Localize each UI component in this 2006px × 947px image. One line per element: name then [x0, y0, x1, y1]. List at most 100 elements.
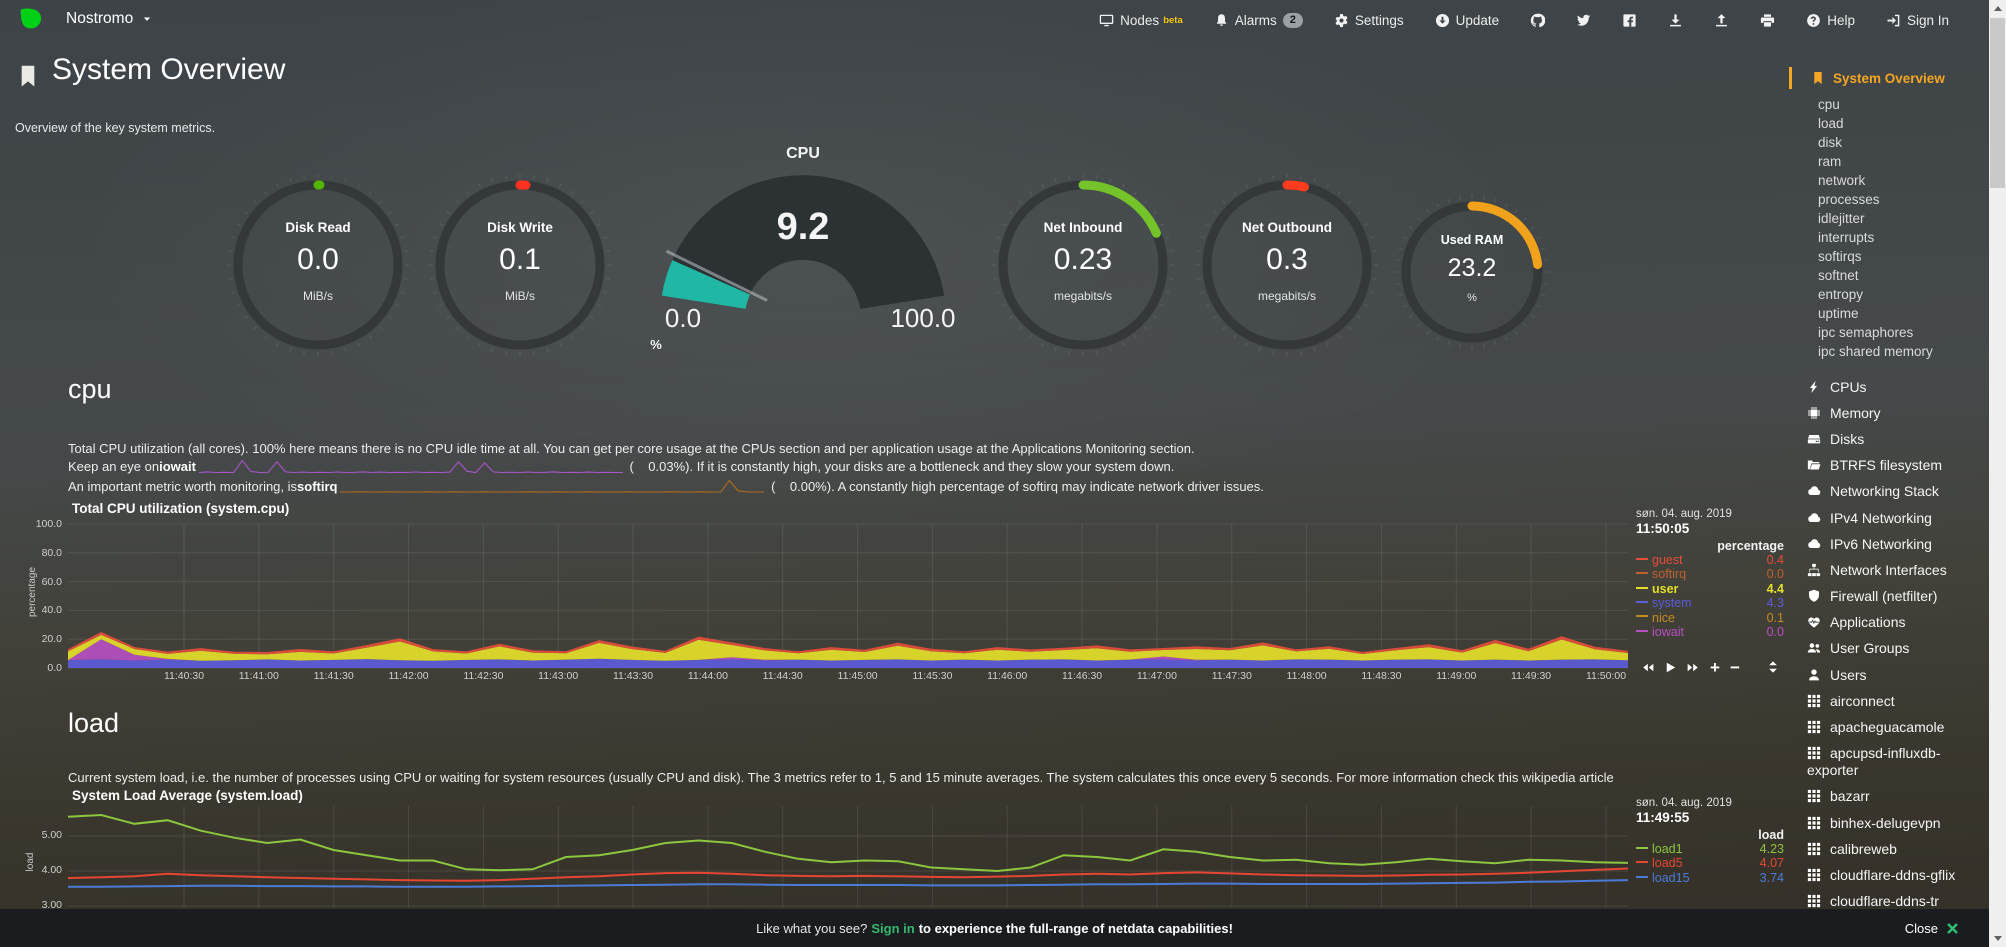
nav-item-facebook[interactable]: [1622, 13, 1637, 28]
gauge-value: 0.1: [499, 243, 541, 276]
legend-dash: [1636, 600, 1648, 603]
upload-icon: [1714, 13, 1729, 28]
twitter-icon: [1576, 13, 1591, 28]
play-icon[interactable]: [1664, 661, 1677, 674]
sidebar-item-users[interactable]: Users: [1781, 662, 1981, 688]
sidebar-subitem-disk[interactable]: disk: [1818, 135, 1843, 150]
gauge-cpu-value: 9.2: [776, 206, 830, 248]
nav-item-download[interactable]: [1668, 13, 1683, 28]
gauge-disk-read[interactable]: Disk Read 0.0 MiB/s: [223, 170, 413, 360]
sidebar-item-binhex-delugevpn[interactable]: binhex-delugevpn: [1781, 810, 1981, 836]
nav-item-signin[interactable]: Sign In: [1886, 13, 1949, 28]
chevron-down-icon: [142, 14, 152, 24]
legend-row-user[interactable]: user 4.4: [1636, 582, 1784, 596]
sidebar-item-calibreweb[interactable]: calibreweb: [1781, 836, 1981, 862]
pan-forward-icon[interactable]: [1687, 661, 1700, 674]
nav-item-nodes[interactable]: Nodes beta: [1099, 13, 1183, 28]
sidebar-item-label: Users: [1830, 666, 1867, 683]
legend-row-load5[interactable]: load5 4.07: [1636, 856, 1784, 870]
page-subtitle: Overview of the key system metrics.: [15, 121, 216, 135]
gauge-disk-write[interactable]: Disk Write 0.1 MiB/s: [425, 170, 615, 360]
sidebar-subitem-ram[interactable]: ram: [1818, 154, 1842, 169]
nav-item-alarms[interactable]: Alarms 2: [1214, 12, 1303, 28]
sidebar-item-cpus[interactable]: CPUs: [1781, 374, 1981, 400]
grid-icon: [1807, 746, 1821, 760]
sidebar-item-apacheguacamole[interactable]: apacheguacamole: [1781, 714, 1981, 740]
sidebar-subitem-ipc-shared-memory[interactable]: ipc shared memory: [1818, 344, 1933, 359]
sidebar-item-label: Networking Stack: [1830, 483, 1939, 500]
sidebar-subitem-ipc-semaphores[interactable]: ipc semaphores: [1818, 325, 1914, 340]
sidebar-item-user-groups[interactable]: User Groups: [1781, 636, 1981, 662]
sidebar-item-cloudflare-ddns-tr[interactable]: cloudflare-ddns-tr: [1781, 889, 1981, 909]
sidebar-item-memory[interactable]: Memory: [1781, 400, 1981, 426]
sidebar-subitem-interrupts[interactable]: interrupts: [1818, 230, 1875, 245]
gauge-cpu-min: 0.0: [664, 303, 702, 333]
pan-backward-icon[interactable]: [1641, 661, 1654, 674]
sidebar-item-system-overview[interactable]: System Overview: [1781, 66, 1981, 90]
legend-row-system[interactable]: system 4.3: [1636, 596, 1784, 610]
cpu-desc3-suffix: ( 0.00%). A constantly high percentage o…: [767, 479, 1264, 494]
zoom-in-icon[interactable]: +: [1710, 657, 1720, 677]
scrollbar-down-arrow[interactable]: [1989, 930, 2006, 947]
sidebar-subitem-idlejitter[interactable]: idlejitter: [1818, 211, 1865, 226]
cpu-xtick: 11:41:30: [313, 670, 354, 682]
nav-item-settings[interactable]: Settings: [1334, 13, 1404, 28]
legend-row-iowait[interactable]: iowait 0.0: [1636, 625, 1784, 639]
sidebar-item-airconnect[interactable]: airconnect: [1781, 688, 1981, 714]
sidebar-item-btrfs-filesystem[interactable]: BTRFS filesystem: [1781, 453, 1981, 479]
nav-item-twitter[interactable]: [1576, 13, 1591, 28]
sidebar-item-firewall-netfilter-[interactable]: Firewall (netfilter): [1781, 584, 1981, 610]
sidebar-item-ipv4-networking[interactable]: IPv4 Networking: [1781, 505, 1981, 531]
bookmark-icon: [1811, 71, 1825, 85]
gauge-label: Disk Write: [487, 220, 553, 235]
sidebar-item-cloudflare-ddns-gflix[interactable]: cloudflare-ddns-gflix: [1781, 862, 1981, 888]
sidebar-item-applications[interactable]: Applications: [1781, 610, 1981, 636]
hostname-dropdown[interactable]: Nostromo: [60, 9, 158, 29]
sidebar-item-disks[interactable]: Disks: [1781, 426, 1981, 452]
scrollbar-up-arrow[interactable]: [1989, 0, 2006, 17]
sidebar-subitem-softirqs[interactable]: softirqs: [1818, 249, 1862, 264]
cpu-xtick: 11:50:00: [1585, 670, 1627, 682]
legend-time: 11:50:05: [1636, 521, 1690, 536]
legend-row-guest[interactable]: guest 0.4: [1636, 553, 1784, 567]
sidebar-subitem-network[interactable]: network: [1818, 173, 1866, 188]
sidebar-item-bazarr[interactable]: bazarr: [1781, 784, 1981, 810]
microchip-icon: [1807, 406, 1821, 420]
sidebar-subitem-cpu[interactable]: cpu: [1818, 97, 1840, 112]
sidebar-subitem-load[interactable]: load: [1818, 116, 1844, 131]
scrollbar[interactable]: [1989, 0, 2006, 947]
top-navbar: Nostromo Nodes beta Alarms 2 Settings Update H…: [0, 0, 1989, 40]
scrollbar-thumb[interactable]: [1990, 18, 2005, 188]
banner-close-button[interactable]: Close: [1905, 909, 1959, 947]
cpu-chart-title: Total CPU utilization (system.cpu): [72, 501, 290, 516]
sidebar-item-network-interfaces[interactable]: Network Interfaces: [1781, 557, 1981, 583]
sidebar-item-ipv6-networking[interactable]: IPv6 Networking: [1781, 531, 1981, 557]
gauge-unit: megabits/s: [1053, 289, 1113, 303]
signin-link[interactable]: Sign in: [871, 920, 915, 936]
gauge-net-inbound[interactable]: Net Inbound 0.23 megabits/s: [988, 170, 1178, 360]
gauge-used-ram[interactable]: Used RAM 23.2%: [1391, 191, 1553, 353]
gauge-net-outbound[interactable]: Net Outbound 0.3 megabits/s: [1192, 170, 1382, 360]
zoom-out-icon[interactable]: −: [1729, 657, 1740, 677]
sidebar-item-apcupsd-influxdb-exporter[interactable]: apcupsd-influxdb-exporter: [1781, 741, 1981, 784]
legend-row-nice[interactable]: nice 0.1: [1636, 611, 1784, 625]
nav-item-github[interactable]: [1530, 13, 1546, 28]
nav-item-print[interactable]: [1760, 13, 1775, 28]
nav-item-upload[interactable]: [1714, 13, 1729, 28]
netdata-logo-icon[interactable]: [16, 5, 46, 33]
sidebar-subitem-processes[interactable]: processes: [1818, 192, 1880, 207]
nav-item-help[interactable]: Help: [1806, 13, 1855, 28]
legend-row-load1[interactable]: load1 4.23: [1636, 842, 1784, 856]
sidebar-subitem-uptime[interactable]: uptime: [1818, 306, 1859, 321]
sidebar-subitem-softnet[interactable]: softnet: [1818, 268, 1859, 283]
legend-row-softirq[interactable]: softirq 0.0: [1636, 567, 1784, 581]
load-chart[interactable]: [68, 806, 1628, 907]
gauge-cpu[interactable]: [643, 160, 963, 330]
sidebar-item-networking-stack[interactable]: Networking Stack: [1781, 479, 1981, 505]
resize-handle-icon[interactable]: [1766, 660, 1780, 674]
legend-row-load15[interactable]: load15 3.74: [1636, 871, 1784, 885]
nav-item-update[interactable]: Update: [1435, 13, 1499, 28]
cpu-chart[interactable]: [68, 521, 1628, 671]
cpu-desc2-suffix: ( 0.03%). If it is constantly high, your…: [625, 459, 1175, 474]
sidebar-subitem-entropy[interactable]: entropy: [1818, 287, 1864, 302]
